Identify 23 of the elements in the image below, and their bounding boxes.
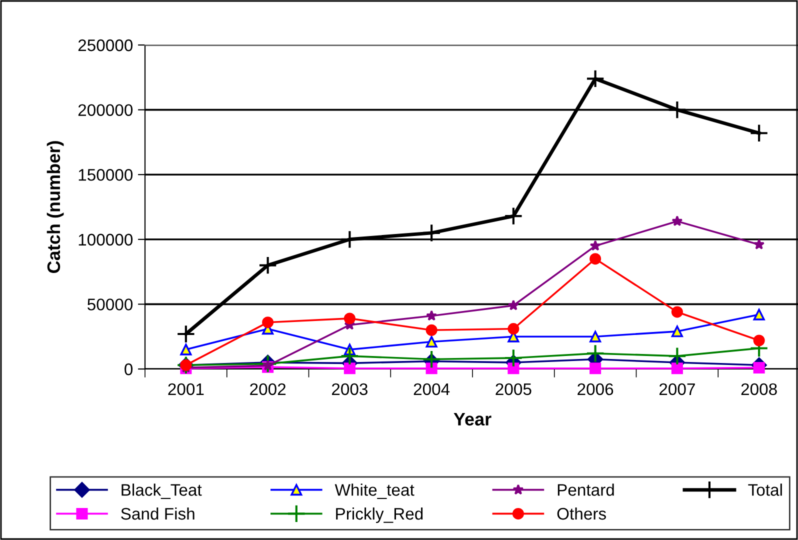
y-tick-label: 200000	[78, 104, 133, 116]
x-tick-label: 2002	[250, 383, 286, 396]
y-tick-label: 250000	[78, 39, 133, 52]
legend-label: Total	[748, 484, 782, 496]
x-tick-label: 2004	[414, 383, 450, 396]
legend-label: White_teat	[334, 484, 414, 499]
legend-label: Prickly_Red	[336, 507, 423, 523]
legend-label: Others	[557, 507, 606, 520]
x-axis-title: Year	[454, 412, 492, 426]
y-tick-label: 100000	[78, 234, 133, 246]
y-axis-title: Catch (number)	[46, 141, 64, 273]
x-tick-label: 2001	[168, 383, 204, 396]
y-tick-label: 50000	[88, 298, 133, 310]
y-tick-label: 150000	[78, 169, 133, 181]
x-tick-label: 2005	[496, 383, 532, 396]
x-tick-label: 2003	[332, 383, 368, 396]
x-tick-label: 2006	[578, 383, 614, 396]
y-tick-label: 0	[124, 363, 133, 376]
x-tick-label: 2008	[741, 383, 777, 396]
legend-label: Pentard	[558, 484, 614, 496]
x-tick-label: 2007	[659, 383, 695, 396]
legend-label: Sand Fish	[121, 507, 194, 520]
legend-label: Black_Teat	[122, 484, 202, 499]
